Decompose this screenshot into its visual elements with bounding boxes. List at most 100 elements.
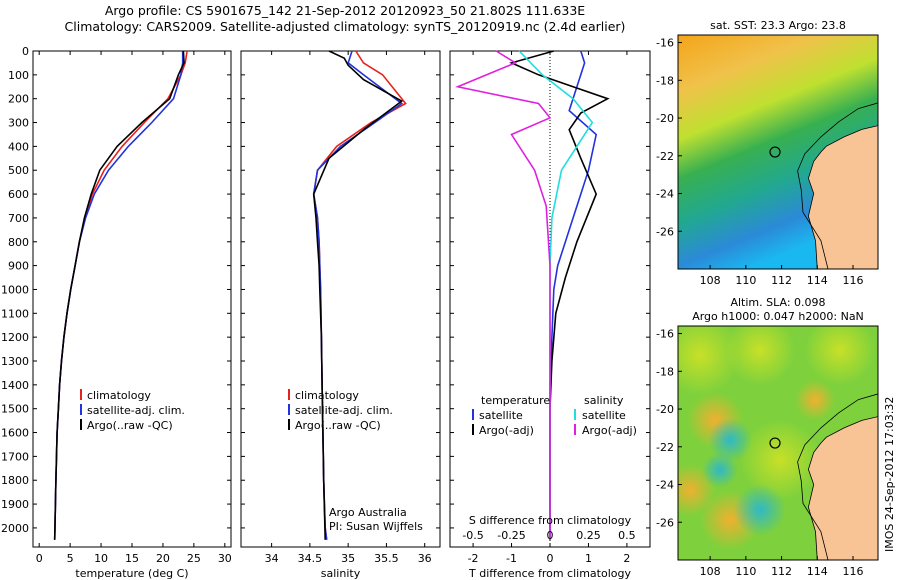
legend-entry: climatology	[87, 389, 151, 402]
ytick-label: -18	[656, 365, 674, 378]
legend-entry: satellite-adj. clim.	[87, 404, 185, 417]
xtick-label: 110	[735, 565, 756, 578]
plot-frame	[240, 50, 441, 548]
depth-contour	[797, 102, 878, 269]
ytick-label: 1600	[1, 427, 29, 440]
legend-entry: Argo(..raw -QC)	[87, 419, 173, 432]
ytick-label: 300	[8, 117, 29, 130]
ytick-label: 800	[8, 236, 29, 249]
xtick-label: 20	[156, 552, 170, 565]
ytick-label: -26	[656, 516, 674, 529]
xtick-label: 108	[700, 565, 721, 578]
xtick-label: 35.5	[374, 552, 399, 565]
annotation-text: PI: Susan Wijffels	[329, 520, 423, 533]
xlabel: temperature (deg C)	[75, 567, 188, 580]
xtick-label: 112	[771, 274, 792, 287]
ytick-label: 1000	[1, 283, 29, 296]
panel-difference: -2 -1 0 1 2 T difference from climatology temp…	[449, 50, 651, 580]
sla-blob	[678, 326, 740, 395]
xtick-label: -1	[506, 552, 517, 565]
ytick-label: -22	[656, 150, 674, 163]
xtick-label: 116	[843, 565, 864, 578]
series-line-2	[312, 50, 404, 540]
map-sst-map: 108 110 112 114 116 -16 -18 -20 -22 -24 -26 sat. SS…	[656, 19, 879, 287]
ytick-label: -22	[656, 441, 674, 454]
map-sla-map: 108 110 112 114 116 -16 -18 -20 -22 -24 -26 Altim. …	[656, 296, 879, 578]
argo-location-marker	[769, 146, 781, 158]
xtick-label: 0	[36, 552, 43, 565]
ytick-label: 100	[8, 69, 29, 82]
plot-frame	[32, 50, 232, 548]
xtick-label: 35	[341, 552, 355, 565]
ytick-label: 0	[22, 45, 29, 58]
xtick-label: 34.5	[298, 552, 323, 565]
xtick-label: 114	[807, 565, 828, 578]
xtick-label: 114	[807, 274, 828, 287]
land-mass	[807, 416, 878, 560]
map-title: Argo h1000: 0.047 h2000: NaN	[692, 310, 864, 323]
ytick-label: -16	[656, 328, 674, 341]
header-line1: Argo profile: CS 5901675_142 21-Sep-2012…	[104, 3, 586, 18]
legend-entry: Argo(-adj)	[479, 424, 534, 437]
sla-blob	[734, 484, 786, 536]
xtick-label: 10	[94, 552, 108, 565]
xtick-label: 25	[187, 552, 201, 565]
ytick-label: 1100	[1, 307, 29, 320]
ytick-label: -26	[656, 225, 674, 238]
map-title: Altim. SLA: 0.098	[730, 296, 825, 309]
xlabel: T difference from climatology	[468, 567, 631, 580]
header-line2: Climatology: CARS2009. Satellite-adjuste…	[64, 19, 626, 34]
xtick-label: 116	[843, 274, 864, 287]
xtick-label: 5	[67, 552, 74, 565]
legend-entry: satellite	[479, 409, 523, 422]
sla-blob	[740, 420, 820, 500]
xlabel: salinity	[321, 567, 361, 580]
series-line-2	[53, 50, 185, 540]
map-frame	[677, 325, 879, 561]
ytick-label: 1500	[1, 403, 29, 416]
ytick-label: 400	[8, 140, 29, 153]
xlabel-top: S difference from climatology	[469, 514, 632, 527]
xtick-s-label: -0.5	[462, 529, 483, 542]
xtick-label: 36	[418, 552, 432, 565]
timestamp-text: IMOS 24-Sep-2012 17:03:32	[883, 397, 896, 552]
xtick-s-label: 0.5	[618, 529, 636, 542]
legend-entry: salinity	[584, 394, 624, 407]
ytick-label: 1700	[1, 450, 29, 463]
argo-location-marker	[769, 437, 781, 449]
sla-blob	[708, 418, 752, 462]
land-mass	[807, 125, 878, 269]
ytick-label: 1200	[1, 331, 29, 344]
timestamp: IMOS 24-Sep-2012 17:03:32	[883, 397, 896, 552]
xtick-s-label: 0	[547, 529, 554, 542]
sla-blob	[702, 452, 738, 488]
map-frame	[677, 34, 879, 270]
panel-temperature: 0100200300400500600700800900100011001200…	[1, 45, 232, 580]
ytick-label: 900	[8, 260, 29, 273]
series-line-3	[454, 50, 552, 540]
depth-contour	[797, 393, 878, 560]
ytick-label: -20	[656, 112, 674, 125]
panel-salinity: 34 34.5 35 35.5 36 salinity climatology satelli…	[240, 50, 441, 580]
ytick-label: 700	[8, 212, 29, 225]
xtick-label: 15	[125, 552, 139, 565]
xtick-label: 0	[547, 552, 554, 565]
xtick-label: 110	[735, 274, 756, 287]
ytick-label: -24	[656, 188, 674, 201]
xtick-label: 2	[623, 552, 630, 565]
ytick-label: 600	[8, 188, 29, 201]
legend-entry: satellite	[582, 409, 626, 422]
ytick-label: -18	[656, 74, 674, 87]
ytick-label: -20	[656, 403, 674, 416]
xtick-label: 1	[585, 552, 592, 565]
sla-blob	[805, 326, 875, 385]
ytick-label: 1800	[1, 474, 29, 487]
ytick-label: 1900	[1, 498, 29, 511]
map-title: sat. SST: 23.3 Argo: 23.8	[710, 19, 846, 32]
xtick-label: 112	[771, 565, 792, 578]
sla-blob	[725, 326, 795, 385]
ytick-label: 2000	[1, 522, 29, 535]
legend-entry: temperature	[481, 394, 550, 407]
legend-entry: climatology	[295, 389, 359, 402]
